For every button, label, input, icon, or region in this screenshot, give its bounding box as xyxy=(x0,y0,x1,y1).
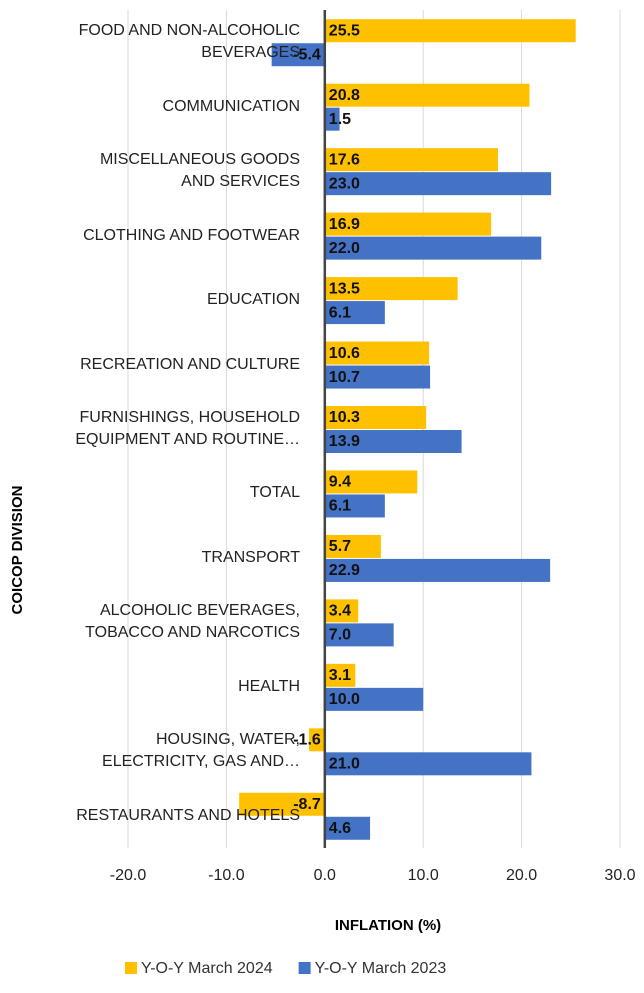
bar xyxy=(324,623,394,647)
x-tick-label: 10.0 xyxy=(408,867,439,884)
data-label: 10.6 xyxy=(329,345,360,362)
bar xyxy=(324,752,532,776)
y-tick-label: RESTAURANTS AND HOTELS xyxy=(76,806,300,824)
data-label: -1.6 xyxy=(293,732,321,749)
data-label: 22.9 xyxy=(329,562,360,579)
data-label: 1.5 xyxy=(329,111,351,128)
data-label: 16.9 xyxy=(329,216,360,233)
data-label: 25.5 xyxy=(329,22,360,39)
y-tick-label: COMMUNICATION xyxy=(162,97,300,115)
bar xyxy=(324,148,498,172)
x-axis-title: INFLATION (%) xyxy=(335,917,441,934)
y-axis-title: COICOP DIVISION xyxy=(9,486,26,615)
bar xyxy=(324,212,492,236)
x-tick-label: -20.0 xyxy=(110,867,147,884)
data-label: 13.5 xyxy=(329,280,360,297)
bar xyxy=(324,687,424,711)
y-tick-label: TRANSPORT xyxy=(201,548,300,566)
y-tick-label: HEALTH xyxy=(238,677,300,695)
x-tick-label: 30.0 xyxy=(604,867,635,884)
legend-label: Y-O-Y March 2024 xyxy=(141,960,273,977)
y-tick-label: FURNISHINGS, HOUSEHOLD EQUIPMENT AND ROU… xyxy=(75,409,300,448)
data-label: 10.7 xyxy=(329,369,360,386)
x-tick-label: 0.0 xyxy=(314,867,336,884)
bar xyxy=(324,534,381,558)
data-label: 4.6 xyxy=(329,820,351,837)
data-label: 10.3 xyxy=(329,409,360,426)
bar xyxy=(324,172,552,196)
data-label: -5.4 xyxy=(293,46,321,63)
bar xyxy=(324,406,427,429)
data-label: 20.8 xyxy=(329,87,360,104)
legend-swatch xyxy=(125,962,137,974)
y-tick-label: ALCOHOLIC BEVERAGES, TOBACCO AND NARCOTI… xyxy=(85,602,300,642)
bar xyxy=(324,107,340,131)
y-tick-label: FOOD AND NON-ALCOHOLIC BEVERAGES xyxy=(78,22,300,62)
x-tick-label: 20.0 xyxy=(506,867,537,884)
bar xyxy=(324,558,551,582)
bar xyxy=(324,470,418,494)
data-label: 6.1 xyxy=(329,498,351,515)
bar xyxy=(271,43,325,67)
bar xyxy=(324,663,356,687)
data-label: 13.9 xyxy=(329,433,360,450)
bar xyxy=(324,430,462,453)
data-label: 3.4 xyxy=(329,603,351,620)
data-label: 23.0 xyxy=(329,175,360,192)
y-tick-label: CLOTHING AND FOOTWEAR xyxy=(83,226,300,244)
y-tick-label: MISCELLANEOUS GOODS AND SERVICES xyxy=(99,151,300,191)
bar xyxy=(239,792,325,816)
bar xyxy=(309,728,325,752)
bar xyxy=(324,599,359,623)
data-label: 3.1 xyxy=(329,667,351,684)
data-label: 7.0 xyxy=(329,627,351,644)
bar xyxy=(324,277,458,301)
bar xyxy=(324,19,576,43)
bar xyxy=(324,301,385,325)
legend-label: Y-O-Y March 2023 xyxy=(315,960,447,977)
x-tick-label: -10.0 xyxy=(208,867,245,884)
bar xyxy=(324,816,371,840)
bar xyxy=(324,365,431,389)
bar xyxy=(324,341,430,365)
bar xyxy=(324,494,385,518)
y-tick-label: RECREATION AND CULTURE xyxy=(80,355,300,373)
data-label: -8.7 xyxy=(293,796,321,813)
y-tick-label: EDUCATION xyxy=(206,291,300,309)
data-label: 21.0 xyxy=(329,756,360,773)
data-label: 17.6 xyxy=(329,151,360,168)
data-label: 10.0 xyxy=(329,691,360,708)
data-label: 22.0 xyxy=(329,240,360,257)
legend-swatch xyxy=(298,962,311,974)
data-label: 6.1 xyxy=(329,304,351,321)
data-label: 9.4 xyxy=(329,474,351,491)
y-tick-label: TOTAL xyxy=(249,484,300,502)
bar xyxy=(324,83,530,107)
data-label: 5.7 xyxy=(329,538,351,555)
y-tick-label: HOUSING, WATER, ELECTRICITY, GAS AND… xyxy=(102,731,300,771)
bar xyxy=(324,236,542,260)
